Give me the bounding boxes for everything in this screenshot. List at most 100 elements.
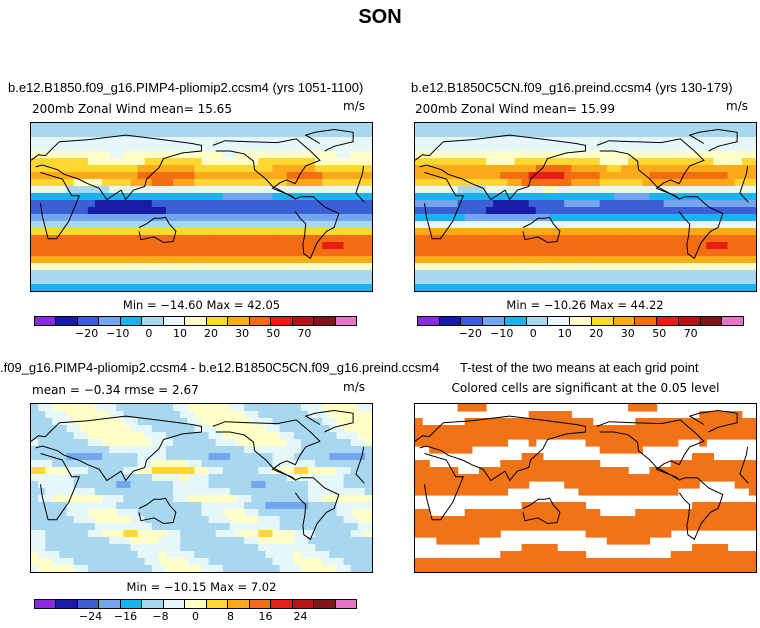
- tl-cell-949: [293, 256, 302, 264]
- tr-cell-286: [741, 158, 750, 166]
- tr-cell-868: [443, 249, 452, 257]
- tr-cell-323: [663, 165, 672, 173]
- bl-cell-553: [208, 481, 217, 489]
- tl-cell-512: [258, 193, 267, 201]
- tr-cell-870: [457, 249, 466, 257]
- br-cell-325: [478, 481, 487, 489]
- bl-cell-383: [364, 453, 372, 461]
- br-cell-42: [656, 418, 665, 426]
- tl-cell-164: [173, 144, 181, 152]
- tl-cell-987: [222, 263, 231, 271]
- tl-cell-1107: [52, 284, 61, 291]
- tl-cell-977: [151, 263, 160, 271]
- tr-cell-172: [613, 144, 622, 152]
- tr-cell-780: [500, 235, 508, 243]
- tr-cell-1129: [592, 284, 601, 291]
- tl-colorbar-label-2: 0: [145, 327, 153, 340]
- tl-cell-1115: [109, 284, 117, 291]
- tl-cell-532: [59, 200, 68, 208]
- br-cell-68: [500, 425, 508, 433]
- bl-cell-166: [187, 425, 195, 433]
- tl-cell-748: [229, 228, 238, 236]
- tl-cell-776: [87, 235, 96, 243]
- bl-colorbar-swatch-8: [206, 600, 229, 608]
- bl-cell-1139: [279, 565, 288, 572]
- bl-cell-74: [215, 411, 224, 419]
- br-cell-90: [656, 425, 665, 433]
- bl-cell-634: [102, 495, 110, 503]
- tr-cell-1063: [464, 277, 473, 285]
- bl-cell-785: [151, 516, 160, 524]
- tr-cell-779: [493, 235, 501, 243]
- tr-cell-218: [599, 151, 608, 159]
- tl-cell-602: [215, 207, 224, 215]
- tr-cell-620: [727, 207, 736, 215]
- bl-cell-476: [343, 467, 352, 475]
- br-cell-377: [649, 488, 658, 496]
- tl-cell-10: [102, 123, 110, 131]
- br-cell-618: [514, 558, 523, 566]
- panel-bl-map: [30, 403, 373, 573]
- bl-cell-6: [73, 404, 82, 412]
- tr-cell-192: [415, 151, 423, 159]
- tr-cell-662: [684, 214, 693, 222]
- tl-cell-797: [237, 235, 245, 243]
- br-cell-111: [464, 432, 473, 440]
- br-cell-562: [464, 537, 473, 545]
- tl-cell-449: [151, 186, 160, 194]
- tl-coastline-1-0: [362, 165, 364, 174]
- tr-cell-799: [635, 235, 643, 243]
- tr-cell-485: [450, 193, 459, 201]
- br-cell-597: [706, 551, 714, 559]
- bl-cell-1094: [300, 558, 309, 566]
- bl-cell-973: [123, 544, 132, 552]
- tl-cell-611: [279, 207, 288, 215]
- tl-cell-1031: [194, 270, 203, 278]
- tl-cell-634: [102, 214, 110, 222]
- br-cell-689: [677, 565, 686, 572]
- tr-cell-997: [677, 263, 686, 271]
- tl-cell-871: [80, 249, 89, 257]
- br-cell-310: [713, 474, 722, 482]
- tr-cell-998: [684, 263, 693, 271]
- tl-cell-930: [158, 256, 167, 264]
- tr-cell-638: [514, 214, 523, 222]
- bl-cell-351: [137, 453, 146, 461]
- bl-cell-20: [173, 404, 181, 412]
- bl-cell-731: [109, 509, 117, 517]
- tl-cell-1122: [158, 284, 167, 291]
- bl-cell-1134: [244, 565, 252, 572]
- tl-cell-400: [144, 179, 153, 187]
- tl-cell-412: [229, 179, 238, 187]
- br-cell-188: [613, 446, 622, 454]
- tr-cell-266: [599, 158, 608, 166]
- tl-cell-787: [165, 235, 174, 243]
- tr-cell-806: [684, 235, 693, 243]
- tr-cell-325: [677, 165, 686, 173]
- tr-cell-717: [734, 221, 743, 229]
- tr-cell-298: [486, 165, 494, 173]
- tr-cell-137: [706, 137, 714, 145]
- tl-cell-1044: [286, 270, 295, 278]
- bl-cell-182: [300, 425, 309, 433]
- tr-cell-105: [478, 137, 487, 145]
- br-cell-234: [493, 467, 501, 475]
- br-cell-696: [727, 565, 736, 572]
- panel-tr-left-label: 200mb Zonal Wind mean= 15.99: [415, 102, 615, 116]
- tl-cell-859: [336, 242, 345, 250]
- br-cell-44: [670, 418, 679, 426]
- bl-cell-1043: [279, 551, 288, 559]
- bl-cell-1073: [151, 558, 160, 566]
- tl-cell-973: [123, 263, 132, 271]
- bl-cell-852: [286, 523, 295, 531]
- bl-cell-287: [364, 439, 372, 447]
- tr-cell-259: [549, 158, 558, 166]
- bl-colorbar-swatch-13: [314, 600, 336, 608]
- br-cell-223: [734, 460, 743, 468]
- br-cell-189: [621, 446, 629, 454]
- tr-cell-949: [677, 256, 686, 264]
- bl-cell-608: [258, 488, 267, 496]
- br-cell-77: [564, 425, 572, 433]
- bl-cell-926: [130, 537, 139, 545]
- tl-cell-177: [265, 144, 274, 152]
